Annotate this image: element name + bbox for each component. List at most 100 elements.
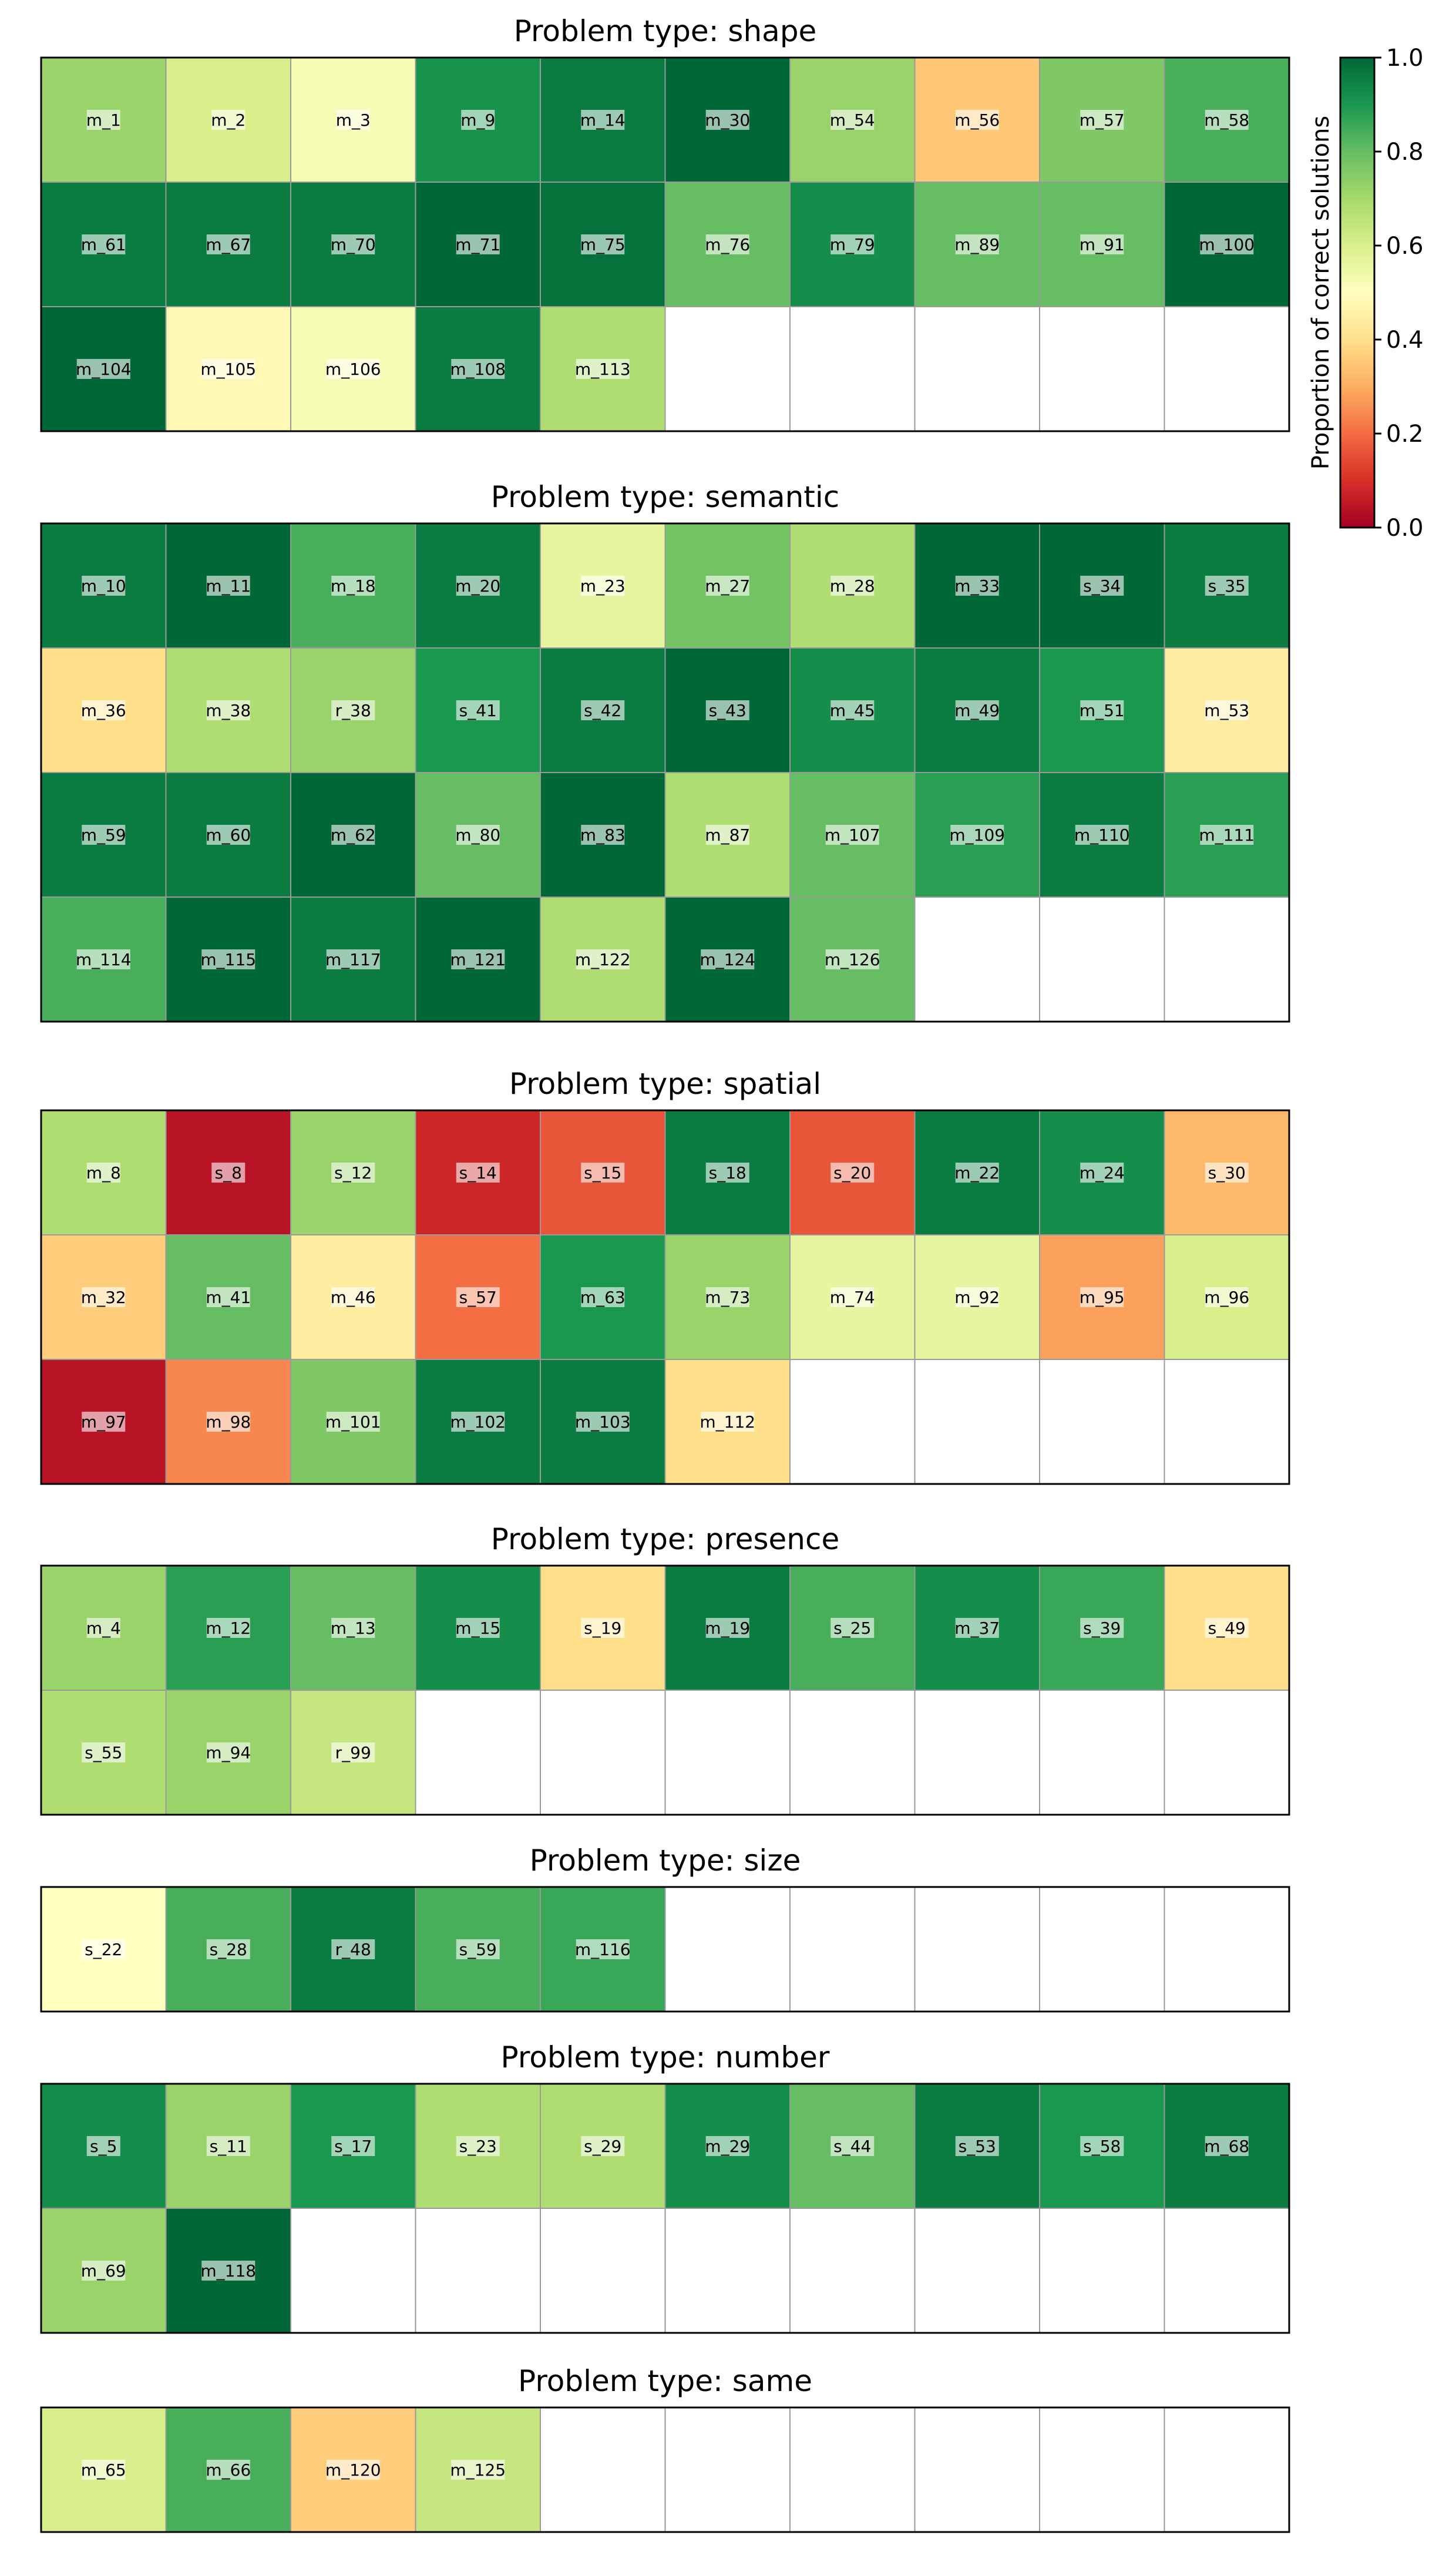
empty-cell bbox=[1039, 896, 1165, 1022]
cell-label: s_34 bbox=[1083, 576, 1121, 596]
cell-label-background bbox=[1205, 1287, 1249, 1307]
cell-label-background bbox=[201, 2261, 255, 2281]
empty-cell bbox=[1039, 1690, 1165, 1815]
cell-label-background bbox=[456, 1287, 500, 1307]
cell-label: m_69 bbox=[81, 2261, 126, 2281]
empty-cell bbox=[914, 2208, 1040, 2333]
cell-label-background bbox=[825, 949, 879, 969]
cell-label-background bbox=[201, 949, 255, 969]
cell-label-background bbox=[1200, 234, 1254, 254]
cell-label-background bbox=[955, 2136, 999, 2156]
cell-label-background bbox=[76, 949, 130, 969]
cell-label: m_45 bbox=[830, 701, 875, 720]
panel-semantic: Problem type: semantic m_10 m_11 m_18 m_20 m_… bbox=[40, 480, 1290, 1023]
cell-label-background bbox=[705, 825, 749, 845]
empty-cell bbox=[914, 896, 1040, 1022]
cell-label: s_57 bbox=[459, 1288, 497, 1307]
cell-label-background bbox=[1205, 700, 1249, 720]
cell-label: s_44 bbox=[833, 2137, 871, 2156]
cell-label-background bbox=[331, 1287, 375, 1307]
empty-cell bbox=[789, 306, 916, 432]
cell-label-background bbox=[331, 700, 375, 720]
cell-label: m_36 bbox=[81, 701, 126, 720]
colorbar-tick-label: 0.0 bbox=[1386, 515, 1424, 542]
colorbar-tick-label: 0.2 bbox=[1386, 421, 1424, 448]
cell-label-background bbox=[211, 110, 246, 130]
cell-label: m_38 bbox=[206, 701, 251, 720]
cell-label: m_41 bbox=[206, 1288, 251, 1307]
cell-label-background bbox=[830, 1618, 875, 1638]
cell-label-background bbox=[456, 700, 500, 720]
cell-label: m_28 bbox=[830, 576, 875, 596]
cell-label-background bbox=[576, 1939, 630, 1959]
empty-cell bbox=[914, 1359, 1040, 1485]
cell-label: m_54 bbox=[830, 110, 875, 130]
cell-label: s_23 bbox=[459, 2137, 497, 2156]
cell-label: s_43 bbox=[709, 701, 747, 720]
cell-label: m_19 bbox=[705, 1618, 750, 1638]
cell-label-background bbox=[581, 700, 625, 720]
cell-label-background bbox=[86, 110, 120, 130]
cell-label: s_20 bbox=[833, 1163, 871, 1183]
empty-cell bbox=[415, 1690, 541, 1815]
cell-label-background bbox=[830, 700, 875, 720]
cell-label-background bbox=[82, 1939, 126, 1959]
cell-label: m_68 bbox=[1204, 2137, 1249, 2156]
empty-cell bbox=[664, 1690, 791, 1815]
cell-label-background bbox=[82, 576, 126, 596]
empty-cell bbox=[1039, 2208, 1165, 2333]
cell-label-background bbox=[451, 2460, 505, 2480]
cell-label: m_115 bbox=[200, 950, 256, 969]
cell-label: m_4 bbox=[86, 1618, 121, 1638]
empty-cell bbox=[664, 1886, 791, 2012]
cell-label: m_120 bbox=[325, 2460, 381, 2480]
cell-label: s_42 bbox=[584, 701, 621, 720]
empty-cell bbox=[540, 1690, 666, 1815]
empty-cell bbox=[789, 2407, 916, 2533]
colorbar-tick-label: 0.4 bbox=[1386, 327, 1424, 354]
cell-label: m_107 bbox=[825, 825, 880, 845]
empty-cell bbox=[789, 2208, 916, 2333]
cell-label: m_79 bbox=[830, 235, 875, 254]
cell-label-background bbox=[331, 1742, 375, 1762]
empty-cell bbox=[1164, 1359, 1290, 1485]
cell-label: s_14 bbox=[459, 1163, 497, 1183]
empty-cell bbox=[914, 1886, 1040, 2012]
cell-label-background bbox=[206, 1742, 250, 1762]
cell-label: s_49 bbox=[1208, 1618, 1246, 1638]
cell-label: m_1 bbox=[86, 110, 121, 130]
cell-label: m_83 bbox=[580, 825, 626, 845]
panel-title: Problem type: size bbox=[530, 1844, 801, 1878]
cell-label-background bbox=[331, 1618, 375, 1638]
cell-label-background bbox=[206, 576, 250, 596]
cell-label: m_57 bbox=[1080, 110, 1125, 130]
cell-label-background bbox=[955, 1163, 999, 1183]
cell-label: s_22 bbox=[85, 1940, 122, 1959]
cell-label: m_103 bbox=[575, 1412, 631, 1432]
empty-cell bbox=[789, 1359, 916, 1485]
empty-cell bbox=[789, 1886, 916, 2012]
cell-label-background bbox=[1080, 110, 1124, 130]
cell-label: m_100 bbox=[1199, 235, 1255, 254]
cell-label: m_96 bbox=[1204, 1288, 1249, 1307]
cell-label-background bbox=[86, 1163, 120, 1183]
cell-label-background bbox=[456, 825, 500, 845]
empty-cell bbox=[1164, 2407, 1290, 2533]
cell-label-background bbox=[581, 825, 625, 845]
cell-label: m_74 bbox=[830, 1288, 875, 1307]
cell-label-background bbox=[581, 1163, 625, 1183]
cell-label: m_58 bbox=[1204, 110, 1249, 130]
empty-cell bbox=[1164, 2208, 1290, 2333]
cell-label: m_51 bbox=[1080, 701, 1125, 720]
cell-label-background bbox=[326, 2460, 380, 2480]
cell-label: m_33 bbox=[954, 576, 1000, 596]
cell-label: m_12 bbox=[206, 1618, 251, 1638]
cell-label-background bbox=[206, 825, 250, 845]
cell-label-background bbox=[576, 359, 630, 379]
cell-label: m_92 bbox=[954, 1288, 1000, 1307]
cell-label-background bbox=[581, 1618, 625, 1638]
cell-label-background bbox=[581, 234, 625, 254]
